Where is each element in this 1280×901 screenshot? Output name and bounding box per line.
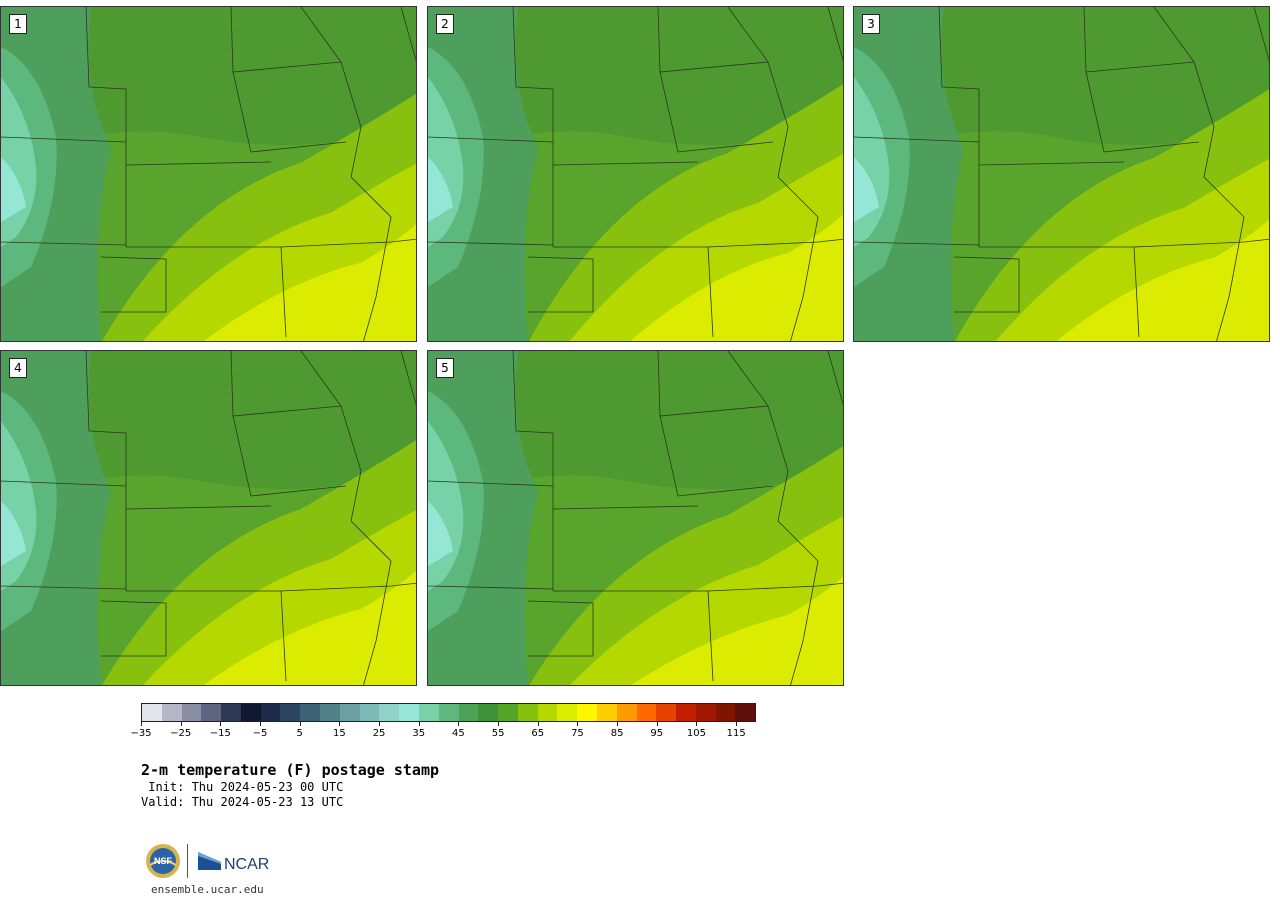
ncar-logo-icon: NCAR bbox=[198, 852, 269, 873]
member-panel-3: 3 bbox=[853, 6, 1270, 342]
colorbar-tick bbox=[180, 722, 182, 726]
colorbar-swatch bbox=[399, 704, 419, 721]
colorbar-tick-label: −25 bbox=[170, 728, 192, 739]
colorbar-tick-label: 85 bbox=[610, 728, 624, 739]
colorbar-tick-label: 35 bbox=[412, 728, 426, 739]
colorbar-tick-label: 25 bbox=[372, 728, 386, 739]
chart-title: 2-m temperature (F) postage stamp bbox=[141, 761, 440, 779]
colorbar-tick bbox=[498, 722, 500, 726]
colorbar-swatch bbox=[695, 704, 716, 721]
colorbar-tick-label: 5 bbox=[296, 728, 303, 739]
colorbar-tick-label: 15 bbox=[333, 728, 346, 739]
colorbar-swatch bbox=[260, 704, 281, 721]
colorbar bbox=[141, 703, 756, 722]
site-url: ensemble.ucar.edu bbox=[151, 883, 264, 896]
colorbar-swatch bbox=[201, 704, 222, 721]
colorbar-swatch bbox=[498, 704, 518, 721]
colorbar-tick bbox=[299, 722, 301, 726]
colorbar-tick-label: −15 bbox=[209, 728, 231, 739]
colorbar-swatch bbox=[636, 704, 657, 721]
colorbar-tick bbox=[577, 722, 579, 726]
colorbar-swatch bbox=[161, 704, 182, 721]
colorbar-swatch bbox=[240, 704, 261, 721]
nsf-text: NSF bbox=[154, 856, 173, 866]
colorbar-tick-label: −5 bbox=[252, 728, 268, 739]
colorbar-swatch bbox=[735, 704, 756, 721]
temperature-map bbox=[1, 7, 416, 341]
colorbar-swatch bbox=[359, 704, 380, 721]
colorbar-swatch bbox=[478, 704, 499, 721]
colorbar-tick bbox=[696, 722, 698, 726]
member-panel-4: 4 bbox=[0, 350, 417, 686]
member-panel-2: 2 bbox=[427, 6, 844, 342]
colorbar-swatch bbox=[676, 704, 696, 721]
member-panel-5: 5 bbox=[427, 350, 844, 686]
member-label: 3 bbox=[862, 14, 880, 34]
colorbar-swatch bbox=[537, 704, 558, 721]
colorbar-tick bbox=[141, 722, 142, 726]
colorbar-tick bbox=[418, 722, 420, 726]
temperature-map bbox=[428, 351, 843, 685]
colorbar-swatch bbox=[557, 704, 578, 721]
colorbar-tick-label: −35 bbox=[130, 728, 152, 739]
init-time: Init: Thu 2024-05-23 00 UTC bbox=[141, 780, 344, 794]
colorbar-swatch bbox=[221, 704, 241, 721]
colorbar-swatch bbox=[438, 704, 459, 721]
valid-time: Valid: Thu 2024-05-23 13 UTC bbox=[141, 795, 344, 809]
colorbar-tick bbox=[736, 722, 738, 726]
colorbar-tick-label: 105 bbox=[686, 728, 707, 739]
colorbar-swatch bbox=[142, 704, 162, 721]
member-label: 1 bbox=[9, 14, 27, 34]
colorbar-swatch bbox=[339, 704, 360, 721]
colorbar-swatch bbox=[181, 704, 202, 721]
colorbar-tick bbox=[260, 722, 262, 726]
colorbar-tick-label: 55 bbox=[491, 728, 505, 739]
nsf-logo-icon: NSF bbox=[146, 844, 180, 878]
member-label: 4 bbox=[9, 358, 27, 378]
colorbar-tick-label: 45 bbox=[452, 728, 465, 739]
colorbar-tick-label: 115 bbox=[726, 728, 746, 739]
colorbar-swatch bbox=[458, 704, 479, 721]
colorbar-tick bbox=[617, 722, 619, 726]
colorbar-tick bbox=[458, 722, 460, 726]
logo-divider bbox=[187, 844, 188, 878]
colorbar-swatch bbox=[715, 704, 736, 721]
colorbar-swatch bbox=[280, 704, 301, 721]
colorbar-swatch bbox=[418, 704, 439, 721]
colorbar-swatch bbox=[596, 704, 617, 721]
colorbar-tick-label: 65 bbox=[531, 728, 545, 739]
colorbar-swatch bbox=[300, 704, 321, 721]
colorbar-tick bbox=[220, 722, 222, 726]
colorbar-tick bbox=[537, 722, 539, 726]
temperature-map bbox=[428, 7, 843, 341]
colorbar-tick-label: 75 bbox=[571, 728, 584, 739]
colorbar-tick bbox=[339, 722, 341, 726]
member-label: 2 bbox=[436, 14, 454, 34]
temperature-map bbox=[854, 7, 1269, 341]
colorbar-ticks: −35 −25 −15 −5 5 15 25 35 45 55 65 75 85 95 105 115 bbox=[130, 722, 756, 742]
colorbar-swatch bbox=[517, 704, 538, 721]
colorbar-swatch bbox=[577, 704, 597, 721]
colorbar-swatch bbox=[656, 704, 677, 721]
colorbar-tick-label: 95 bbox=[650, 728, 664, 739]
colorbar-swatch bbox=[320, 704, 340, 721]
member-panel-1: 1 bbox=[0, 6, 417, 342]
member-label: 5 bbox=[436, 358, 454, 378]
colorbar-tick bbox=[379, 722, 381, 726]
colorbar-tick bbox=[656, 722, 658, 726]
colorbar-swatch bbox=[379, 704, 400, 721]
colorbar-swatch bbox=[616, 704, 637, 721]
ncar-text: NCAR bbox=[224, 856, 269, 873]
temperature-map bbox=[1, 351, 416, 685]
